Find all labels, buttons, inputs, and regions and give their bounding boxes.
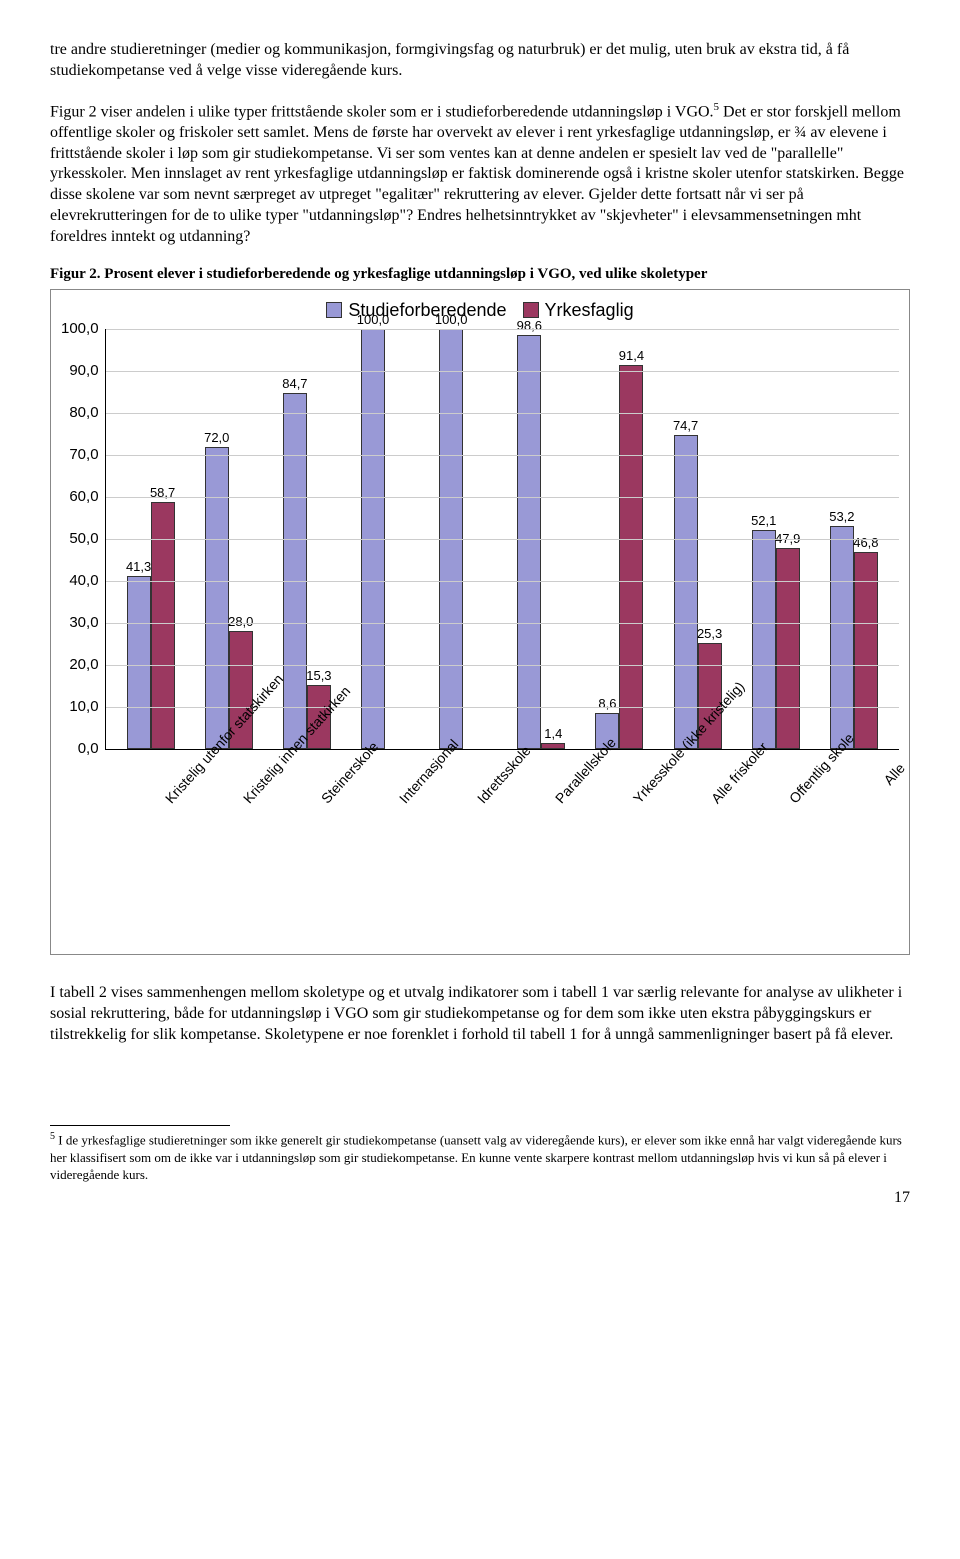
bar-value-label: 84,7 bbox=[282, 376, 307, 391]
bar-value-label: 25,3 bbox=[697, 626, 722, 641]
bar-value-label: 28,0 bbox=[228, 614, 253, 629]
bar-value-label: 72,0 bbox=[204, 430, 229, 445]
bar-value-label: 58,7 bbox=[150, 485, 175, 500]
gridline bbox=[106, 539, 899, 540]
gridline bbox=[106, 455, 899, 456]
bar-value-label: 41,3 bbox=[126, 559, 151, 574]
gridline bbox=[106, 623, 899, 624]
y-axis: 100,090,080,070,060,050,040,030,020,010,… bbox=[61, 329, 105, 749]
bar-value-label: 8,6 bbox=[598, 696, 616, 711]
paragraph-2: Figur 2 viser andelen i ulike typer frit… bbox=[50, 100, 910, 248]
bar: 74,7 bbox=[674, 435, 698, 749]
gridline bbox=[106, 497, 899, 498]
plot-area: 100,090,080,070,060,050,040,030,020,010,… bbox=[61, 329, 899, 750]
bar-value-label: 98,6 bbox=[517, 318, 542, 333]
bar-group: 52,147,9 bbox=[752, 530, 800, 749]
bar: 98,6 bbox=[517, 335, 541, 749]
gridline bbox=[106, 581, 899, 582]
gridline bbox=[106, 665, 899, 666]
bar-group: 98,61,4 bbox=[517, 335, 565, 749]
bar: 1,4 bbox=[541, 743, 565, 749]
legend-swatch bbox=[326, 302, 342, 318]
bar-group: 8,691,4 bbox=[595, 365, 643, 749]
bar-value-label: 100,0 bbox=[435, 312, 468, 327]
footnote: 5 I de yrkesfaglige studieretninger som … bbox=[50, 1130, 910, 1183]
chart-legend: Studieforberedende Yrkesfaglig bbox=[61, 300, 899, 324]
gridline bbox=[106, 371, 899, 372]
bar-value-label: 46,8 bbox=[853, 535, 878, 550]
gridline bbox=[106, 413, 899, 414]
page-number: 17 bbox=[50, 1189, 910, 1207]
para2-part-a: Figur 2 viser andelen i ulike typer frit… bbox=[50, 103, 714, 120]
paragraph-3: I tabell 2 vises sammenhengen mellom sko… bbox=[50, 983, 910, 1045]
bar-value-label: 74,7 bbox=[673, 418, 698, 433]
footnote-separator bbox=[50, 1125, 230, 1126]
bar: 53,2 bbox=[830, 526, 854, 749]
plot: 41,358,772,028,084,715,3100,0100,098,61,… bbox=[105, 329, 899, 750]
legend-item: Studieforberedende bbox=[326, 300, 506, 321]
bar: 91,4 bbox=[619, 365, 643, 749]
bar-value-label: 15,3 bbox=[306, 668, 331, 683]
bar: 84,7 bbox=[283, 393, 307, 749]
bar: 72,0 bbox=[205, 447, 229, 749]
gridline bbox=[106, 707, 899, 708]
bar-group: 53,246,8 bbox=[830, 526, 878, 749]
para2-part-b: Det er stor forskjell mellom offentlige … bbox=[50, 103, 904, 245]
bar-value-label: 100,0 bbox=[357, 312, 390, 327]
bar-group: 84,715,3 bbox=[283, 393, 331, 749]
x-axis-labels: Kristelig utenfor statskirkenKristelig i… bbox=[107, 750, 899, 950]
paragraph-1: tre andre studieretninger (medier og kom… bbox=[50, 40, 910, 82]
gridline bbox=[106, 329, 899, 330]
bar-value-label: 91,4 bbox=[619, 348, 644, 363]
footnote-text: I de yrkesfaglige studieretninger som ik… bbox=[50, 1133, 902, 1182]
bar: 47,9 bbox=[776, 548, 800, 749]
bar-value-label: 52,1 bbox=[751, 513, 776, 528]
bar: 52,1 bbox=[752, 530, 776, 749]
legend-label: Yrkesfaglig bbox=[545, 300, 634, 321]
bar: 41,3 bbox=[127, 576, 151, 749]
figure-caption: Figur 2. Prosent elever i studieforbered… bbox=[50, 266, 910, 283]
chart-container: Studieforberedende Yrkesfaglig 100,090,08… bbox=[50, 289, 910, 956]
bar-value-label: 1,4 bbox=[544, 726, 562, 741]
legend-swatch bbox=[523, 302, 539, 318]
bar-value-label: 53,2 bbox=[829, 509, 854, 524]
